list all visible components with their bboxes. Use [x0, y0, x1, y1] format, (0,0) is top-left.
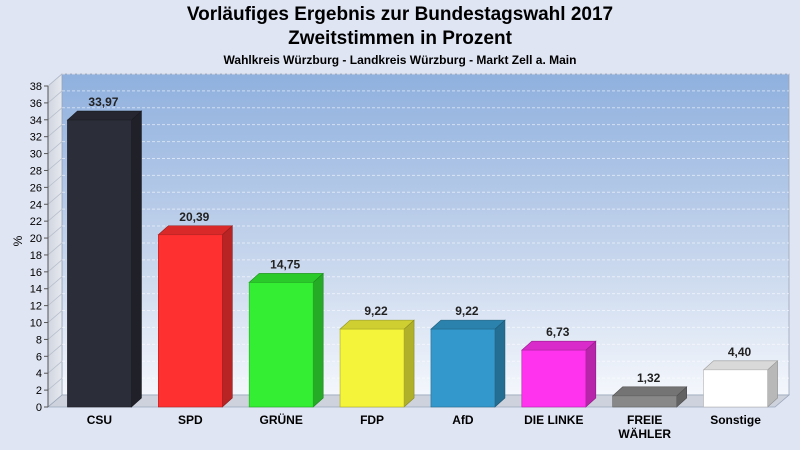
y-tick-label: 2: [36, 385, 42, 397]
bar-side: [494, 319, 506, 408]
bar-fdp: [339, 319, 415, 408]
x-tick-label: FDP: [360, 413, 384, 427]
bar-top: [521, 340, 597, 351]
bar-csu: [66, 110, 143, 408]
x-tick-label: GRÜNE: [260, 412, 303, 427]
data-label: 14,75: [270, 257, 300, 271]
x-tick-label: SPD: [178, 413, 203, 427]
gridline-side: [47, 175, 63, 188]
data-label: 1,32: [637, 371, 661, 385]
bar-side: [131, 110, 142, 408]
bar-top: [66, 110, 143, 121]
y-tick-label: 26: [30, 182, 42, 194]
gridline-side: [47, 327, 63, 340]
y-axis-label: %: [11, 235, 25, 246]
gridline-side: [47, 310, 63, 323]
y-tick-label: 30: [30, 149, 42, 161]
bar-front: [158, 234, 223, 408]
bar-top: [702, 360, 779, 371]
chart-subtitle-constituency: Wahlkreis Würzburg - Landkreis Würzburg …: [223, 53, 577, 67]
gridline-side: [47, 276, 63, 290]
y-tick-label: 12: [30, 301, 42, 313]
x-tick-label: DIE LINKE: [524, 413, 583, 427]
y-tick-label: 6: [36, 351, 42, 363]
data-label: 4,40: [728, 345, 752, 359]
y-tick-label: 24: [30, 199, 42, 211]
x-tick-label: WÄHLER: [618, 426, 671, 441]
gridline-side: [47, 158, 63, 171]
x-tick-label: FREIE: [627, 413, 662, 427]
x-tick-label: AfD: [452, 413, 474, 427]
gridline-side: [47, 360, 63, 374]
data-label: 20,39: [179, 210, 209, 224]
bar-sonstige: [702, 360, 779, 408]
x-tick-label: CSU: [87, 413, 112, 427]
data-label: 33,97: [88, 95, 118, 109]
bar-grüne: [248, 272, 324, 408]
y-tick-label: 38: [30, 81, 42, 93]
y-tick-label: 14: [30, 284, 42, 296]
gridline-side: [47, 377, 63, 391]
y-tick-label: 16: [30, 267, 42, 279]
chart-title: Vorläufiges Ergebnis zur Bundestagswahl …: [186, 4, 614, 25]
bar-top: [339, 319, 415, 330]
bar-freie-wähler: [611, 386, 688, 408]
bar-side: [585, 340, 597, 408]
gridline-side: [47, 208, 63, 222]
bar-front: [521, 349, 587, 408]
y-tick-label: 8: [36, 334, 42, 346]
bar-die-linke: [521, 340, 597, 408]
y-tick-label: 10: [30, 318, 42, 330]
y-tick-label: 0: [36, 402, 42, 414]
bar-front: [612, 395, 677, 408]
bar-front: [339, 328, 405, 408]
chart-subtitle: Zweitstimmen in Prozent: [288, 28, 512, 49]
bar-front: [248, 282, 314, 408]
bar-front: [430, 328, 496, 408]
gridline-side: [47, 191, 63, 205]
gridline-side: [47, 73, 63, 87]
data-label: 9,22: [364, 304, 388, 318]
bar-side: [222, 225, 233, 408]
side-wall: [47, 73, 63, 408]
y-tick-label: 4: [36, 368, 42, 380]
bar-top: [430, 319, 506, 330]
gridline-side: [47, 242, 63, 256]
gridline-side: [47, 107, 63, 121]
y-tick-label: 28: [30, 165, 42, 177]
bar-side: [403, 319, 415, 408]
data-label: 6,73: [546, 325, 570, 339]
gridline-side: [47, 344, 63, 357]
y-tick-label: 20: [30, 233, 42, 245]
bar-top: [611, 386, 688, 397]
y-tick-label: 32: [30, 132, 42, 144]
gridline-side: [47, 225, 63, 239]
bar-front: [67, 119, 132, 408]
gridline-side: [47, 90, 63, 104]
gridline-side: [47, 141, 63, 154]
bar-top: [248, 273, 324, 283]
y-tick-label: 22: [30, 216, 42, 228]
bar-side: [312, 272, 324, 408]
gridline-side: [47, 124, 63, 137]
bar-spd: [157, 225, 234, 408]
gridline-side: [47, 259, 63, 273]
bar-afd: [430, 319, 506, 408]
y-tick-label: 36: [30, 98, 42, 110]
x-tick-label: Sonstige: [710, 413, 761, 427]
gridline-side: [47, 293, 63, 306]
bar-front: [703, 369, 768, 408]
y-tick-label: 18: [30, 250, 42, 262]
data-label: 9,22: [455, 304, 479, 318]
bar-top: [157, 225, 234, 236]
y-tick-label: 34: [30, 115, 42, 127]
